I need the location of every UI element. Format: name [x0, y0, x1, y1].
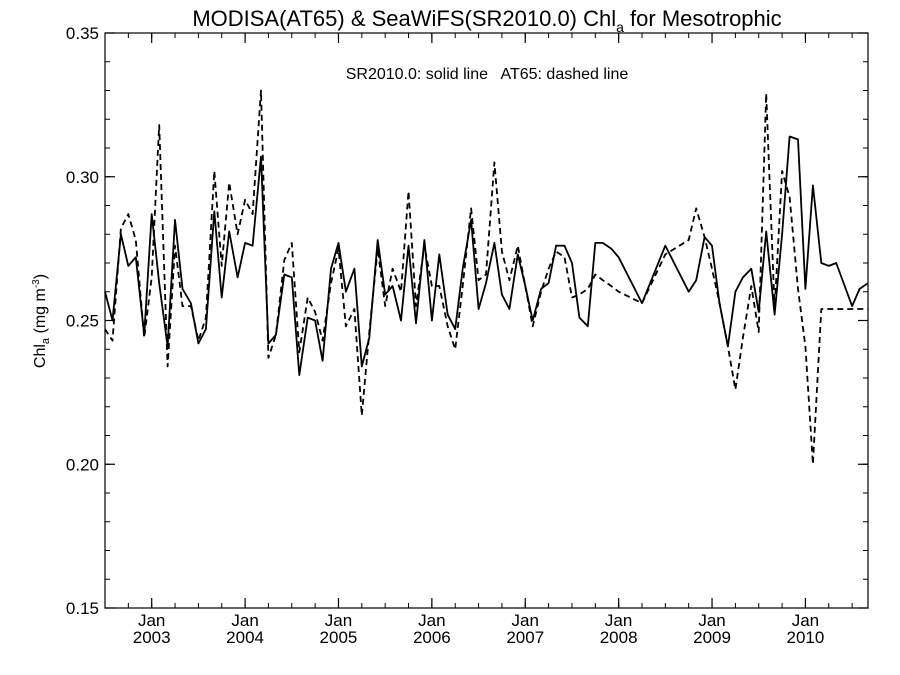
y-axis-label-close: ): [32, 274, 49, 279]
x-tick-year-label: 2004: [226, 628, 264, 647]
chart-title-main: MODISA(AT65) & SeaWiFS(SR2010.0) Chl: [192, 6, 616, 31]
y-axis-label-subscript: a: [40, 337, 52, 344]
chart-title-suffix: for Mesotrophic: [624, 6, 782, 31]
x-tick-year-label: 2005: [320, 628, 358, 647]
y-axis-label-units: (mg m: [32, 288, 49, 338]
x-tick-year-label: 2008: [600, 628, 638, 647]
y-tick-label: 0.35: [66, 24, 99, 43]
x-tick-year-label: 2007: [506, 628, 544, 647]
x-axis: Jan2003Jan2004Jan2005Jan2006Jan2007Jan20…: [127, 33, 853, 647]
chart-title-subscript: a: [616, 19, 624, 35]
x-tick-month-label: Jan: [418, 611, 445, 630]
y-axis-label-superscript: -3: [31, 279, 42, 288]
x-tick-month-label: Jan: [605, 611, 632, 630]
chart-annotation: SR2010.0: solid line AT65: dashed line: [346, 66, 629, 83]
plot-frame: [104, 32, 869, 609]
chart-title: MODISA(AT65) & SeaWiFS(SR2010.0) Chla fo…: [192, 6, 781, 35]
y-axis-label: Chla (mg m-3): [31, 274, 52, 368]
y-tick-label: 0.30: [66, 168, 99, 187]
x-tick-month-label: Jan: [698, 611, 725, 630]
x-tick-year-label: 2009: [693, 628, 731, 647]
x-tick-month-label: Jan: [231, 611, 258, 630]
y-tick-label: 0.25: [66, 312, 99, 331]
x-tick-month-label: Jan: [138, 611, 165, 630]
series-layer: [104, 89, 869, 466]
y-axis: 0.15 0.20 0.25 0.30 0.35: [66, 24, 868, 618]
y-axis-label-main: Chl: [32, 344, 49, 368]
series-line-at65: [104, 89, 868, 466]
x-tick-year-label: 2003: [133, 628, 171, 647]
series-line-sr2010-0: [104, 135, 869, 377]
x-tick-month-label: Jan: [325, 611, 352, 630]
x-tick-year-label: 2010: [787, 628, 825, 647]
y-tick-label: 0.15: [66, 599, 99, 618]
y-tick-label: 0.20: [66, 455, 99, 474]
x-tick-year-label: 2006: [413, 628, 451, 647]
x-tick-month-label: Jan: [792, 611, 819, 630]
x-tick-month-label: Jan: [512, 611, 539, 630]
